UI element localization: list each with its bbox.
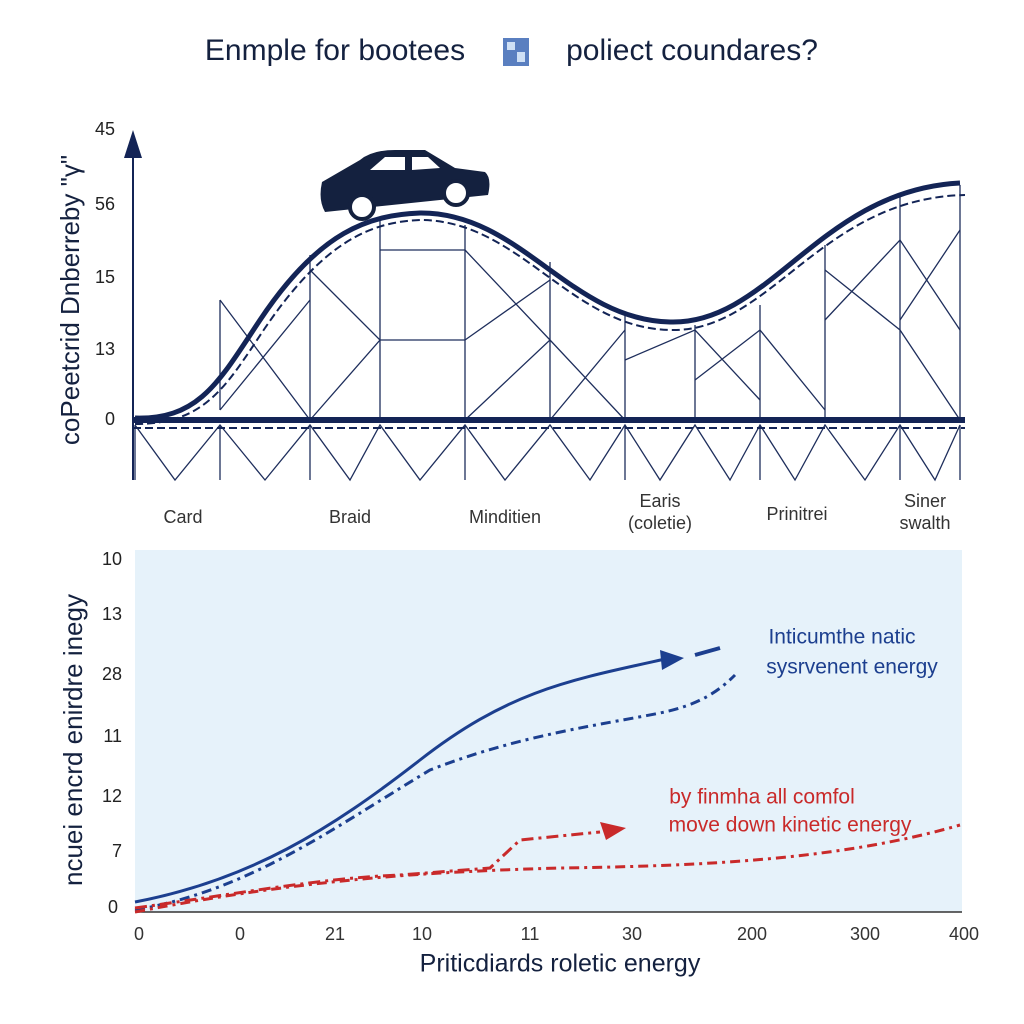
top-x-label: Siner	[904, 491, 946, 511]
bottom-y-tick-label: 13	[102, 604, 122, 624]
title-right: poliect coundares?	[566, 34, 818, 67]
top-x-label: Prinitrei	[766, 504, 827, 524]
top-axes	[124, 130, 142, 480]
x-axis-label: Priticdiards roletic energy	[420, 950, 701, 978]
x-tick-label: 200	[737, 924, 767, 944]
bottom-y-axis-label: ncuei encrd enirdre inegy	[58, 594, 88, 886]
top-y-tick-label: 15	[95, 267, 115, 287]
top-y-axis-label: coPeetcrid Dnberreby "γ"	[55, 155, 85, 445]
bottom-y-tick-label: 10	[102, 549, 122, 569]
x-tick-label: 400	[949, 924, 979, 944]
x-tick-label: 21	[325, 924, 345, 944]
bottom-y-tick-label: 12	[102, 786, 122, 806]
bottom-y-tick-label: 28	[102, 664, 122, 684]
top-x-label: Braid	[329, 507, 371, 527]
annotation-red: move down kinetic energy	[669, 814, 912, 837]
x-tick-label: 0	[134, 924, 144, 944]
top-y-tick-label: 45	[95, 119, 115, 139]
x-tick-label: 30	[622, 924, 642, 944]
top-x-label: (coletie)	[628, 513, 692, 533]
bottom-y-tick-label: 11	[103, 726, 122, 746]
x-tick-label: 10	[412, 924, 432, 944]
car	[320, 150, 490, 221]
x-tick-label: 0	[235, 924, 245, 944]
curves	[134, 646, 961, 914]
bottom-y-tick-label: 0	[108, 897, 118, 917]
top-x-label: swalth	[899, 513, 950, 533]
x-tick-label: 300	[850, 924, 880, 944]
top-x-label: Earis	[639, 491, 680, 511]
top-y-tick-label: 0	[105, 409, 115, 429]
coaster-structure	[133, 185, 965, 482]
title-icon	[503, 38, 529, 66]
top-x-label: Card	[163, 507, 202, 527]
coaster-track	[134, 180, 966, 425]
annotation-blue: sysrvenent energy	[766, 656, 938, 679]
title-left: Enmple for bootees	[205, 34, 465, 67]
top-x-label: Minditien	[469, 507, 541, 527]
top-y-tick-label: 13	[95, 339, 115, 359]
plot-area	[135, 550, 962, 912]
x-tick-label: 11	[521, 924, 540, 944]
annotation-blue: Inticumthe natic	[768, 626, 915, 649]
top-y-tick-label: 56	[95, 194, 115, 214]
bottom-y-tick-label: 7	[112, 841, 122, 861]
annotation-red: by finmha all comfol	[669, 786, 855, 809]
